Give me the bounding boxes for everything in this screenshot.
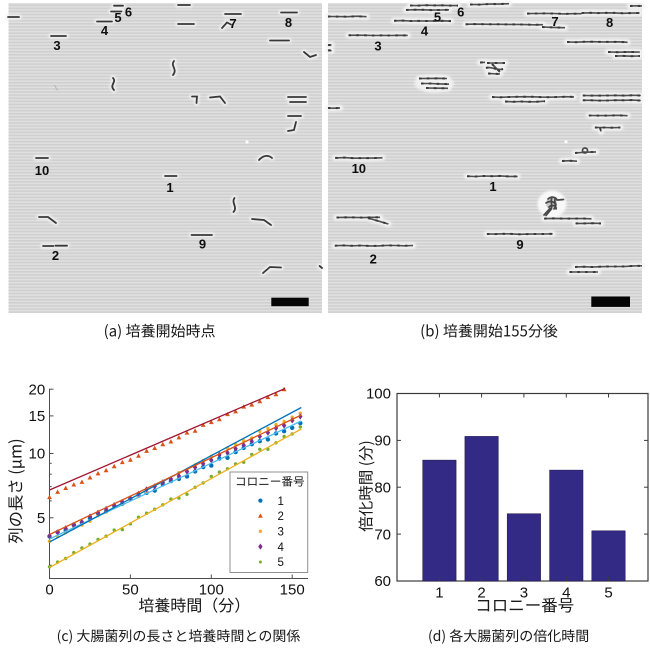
svg-text:8: 8 [285, 15, 292, 30]
svg-text:7: 7 [551, 14, 558, 29]
svg-text:6: 6 [457, 5, 464, 20]
svg-text:5: 5 [114, 10, 121, 25]
svg-text:20: 20 [29, 381, 46, 398]
svg-text:1: 1 [489, 179, 496, 194]
svg-text:50: 50 [122, 581, 139, 598]
svg-text:3: 3 [374, 39, 381, 54]
svg-text:1: 1 [278, 496, 284, 508]
svg-text:2: 2 [477, 585, 485, 602]
svg-text:1: 1 [166, 180, 173, 195]
svg-text:3: 3 [520, 585, 528, 602]
svg-text:60: 60 [374, 573, 391, 590]
svg-text:70: 70 [374, 526, 391, 543]
svg-text:1: 1 [435, 585, 443, 602]
svg-text:4: 4 [278, 542, 285, 554]
svg-text:80: 80 [374, 479, 391, 496]
svg-text:15: 15 [29, 408, 46, 425]
svg-text:4: 4 [101, 23, 109, 38]
svg-text:150: 150 [280, 581, 305, 598]
svg-text:8: 8 [606, 15, 613, 30]
svg-text:100: 100 [366, 386, 391, 403]
svg-text:4: 4 [421, 24, 429, 39]
svg-text:10: 10 [35, 163, 49, 178]
svg-text:2: 2 [278, 511, 284, 523]
svg-text:10: 10 [352, 161, 366, 176]
svg-text:9: 9 [516, 237, 523, 252]
svg-text:2: 2 [52, 248, 59, 263]
svg-text:10: 10 [29, 446, 46, 463]
svg-text:4: 4 [562, 585, 570, 602]
svg-text:5: 5 [278, 557, 284, 569]
svg-text:7: 7 [229, 16, 236, 31]
svg-text:5: 5 [37, 510, 45, 527]
svg-text:2: 2 [370, 252, 377, 267]
svg-text:3: 3 [278, 527, 284, 539]
svg-text:6: 6 [125, 5, 132, 20]
svg-text:5: 5 [434, 9, 441, 24]
svg-text:3: 3 [53, 38, 60, 53]
svg-text:100: 100 [199, 581, 224, 598]
svg-text:0: 0 [45, 581, 53, 598]
svg-text:9: 9 [199, 237, 206, 252]
svg-text:90: 90 [374, 433, 391, 450]
svg-text:5: 5 [604, 585, 612, 602]
